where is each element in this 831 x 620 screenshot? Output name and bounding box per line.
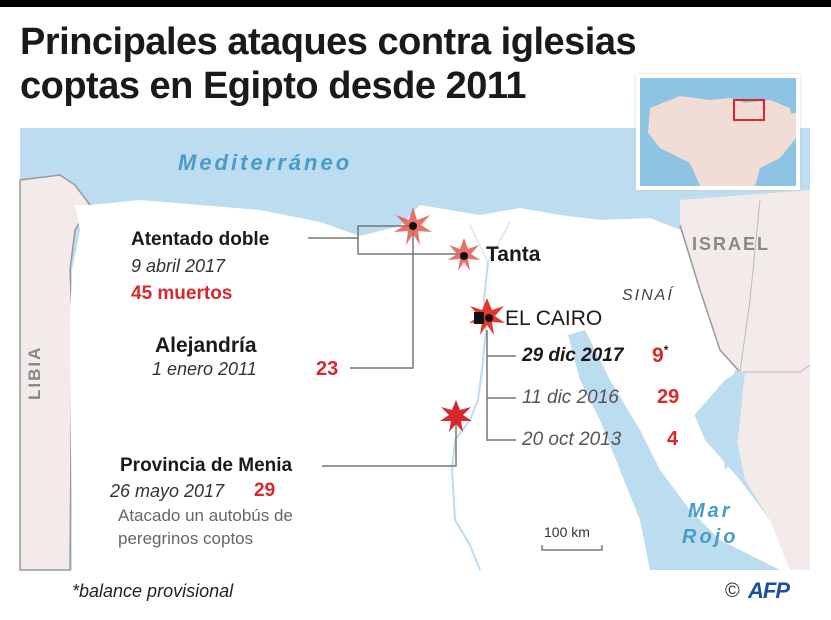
cairo-label: EL CAIRO	[505, 307, 603, 330]
page-title: Principales ataques contra iglesias copt…	[20, 20, 637, 108]
afp-logo: AFP	[748, 578, 790, 603]
cairo-event-1-deaths: 9*	[652, 343, 668, 368]
minya-deaths: 29	[254, 480, 276, 501]
label-sinai: SINAÍ	[622, 287, 674, 304]
cairo-event-3-deaths: 4	[667, 428, 679, 450]
minya-desc-2: peregrinos coptos	[118, 529, 254, 548]
alexandria-deaths: 23	[316, 358, 339, 380]
blast-minya	[440, 400, 472, 432]
label-red-sea-1: Mar	[688, 500, 733, 522]
double-attack-title: Atentado doble	[131, 229, 270, 250]
locator-box	[733, 99, 765, 121]
blast-tanta	[448, 238, 480, 271]
title-line-1: Principales ataques contra iglesias	[20, 21, 637, 63]
alexandria-date: 1 enero 2011	[152, 359, 257, 379]
minya-date: 26 mayo 2017	[110, 481, 225, 501]
blast-cairo	[469, 298, 505, 335]
provisional-asterisk: *	[663, 343, 669, 357]
label-mediterranean: Mediterráneo	[178, 150, 353, 175]
cairo-event-3-date: 20 oct 2013	[522, 429, 622, 450]
label-red-sea-2: Rojo	[682, 526, 739, 548]
libya-land	[19, 174, 91, 571]
double-attack-deaths: 45 muertos	[131, 283, 233, 304]
inset-locator-map	[636, 74, 800, 190]
cairo-event-1-date: 29 dic 2017	[522, 345, 624, 366]
label-israel: ISRAEL	[692, 234, 771, 254]
cairo-event-2-deaths: 29	[657, 386, 680, 408]
tanta-label: Tanta	[486, 243, 541, 266]
blast-alexandria	[394, 207, 432, 245]
footnote: *balance provisional	[72, 581, 234, 601]
top-bar	[0, 0, 831, 7]
double-attack-date: 9 abril 2017	[131, 256, 226, 276]
alexandria-label: Alejandría	[155, 334, 257, 357]
minya-title: Provincia de Menia	[120, 455, 293, 476]
cairo-event-2-date: 11 dic 2016	[522, 387, 619, 408]
copyright-icon: ©	[725, 580, 740, 602]
cairo-event-1-count: 9	[652, 344, 664, 367]
label-libya: LIBIA	[25, 345, 44, 400]
scale-label: 100 km	[544, 524, 590, 540]
minya-desc-1: Atacado un autobús de	[118, 506, 293, 525]
title-line-2: coptas en Egipto desde 2011	[20, 65, 527, 107]
